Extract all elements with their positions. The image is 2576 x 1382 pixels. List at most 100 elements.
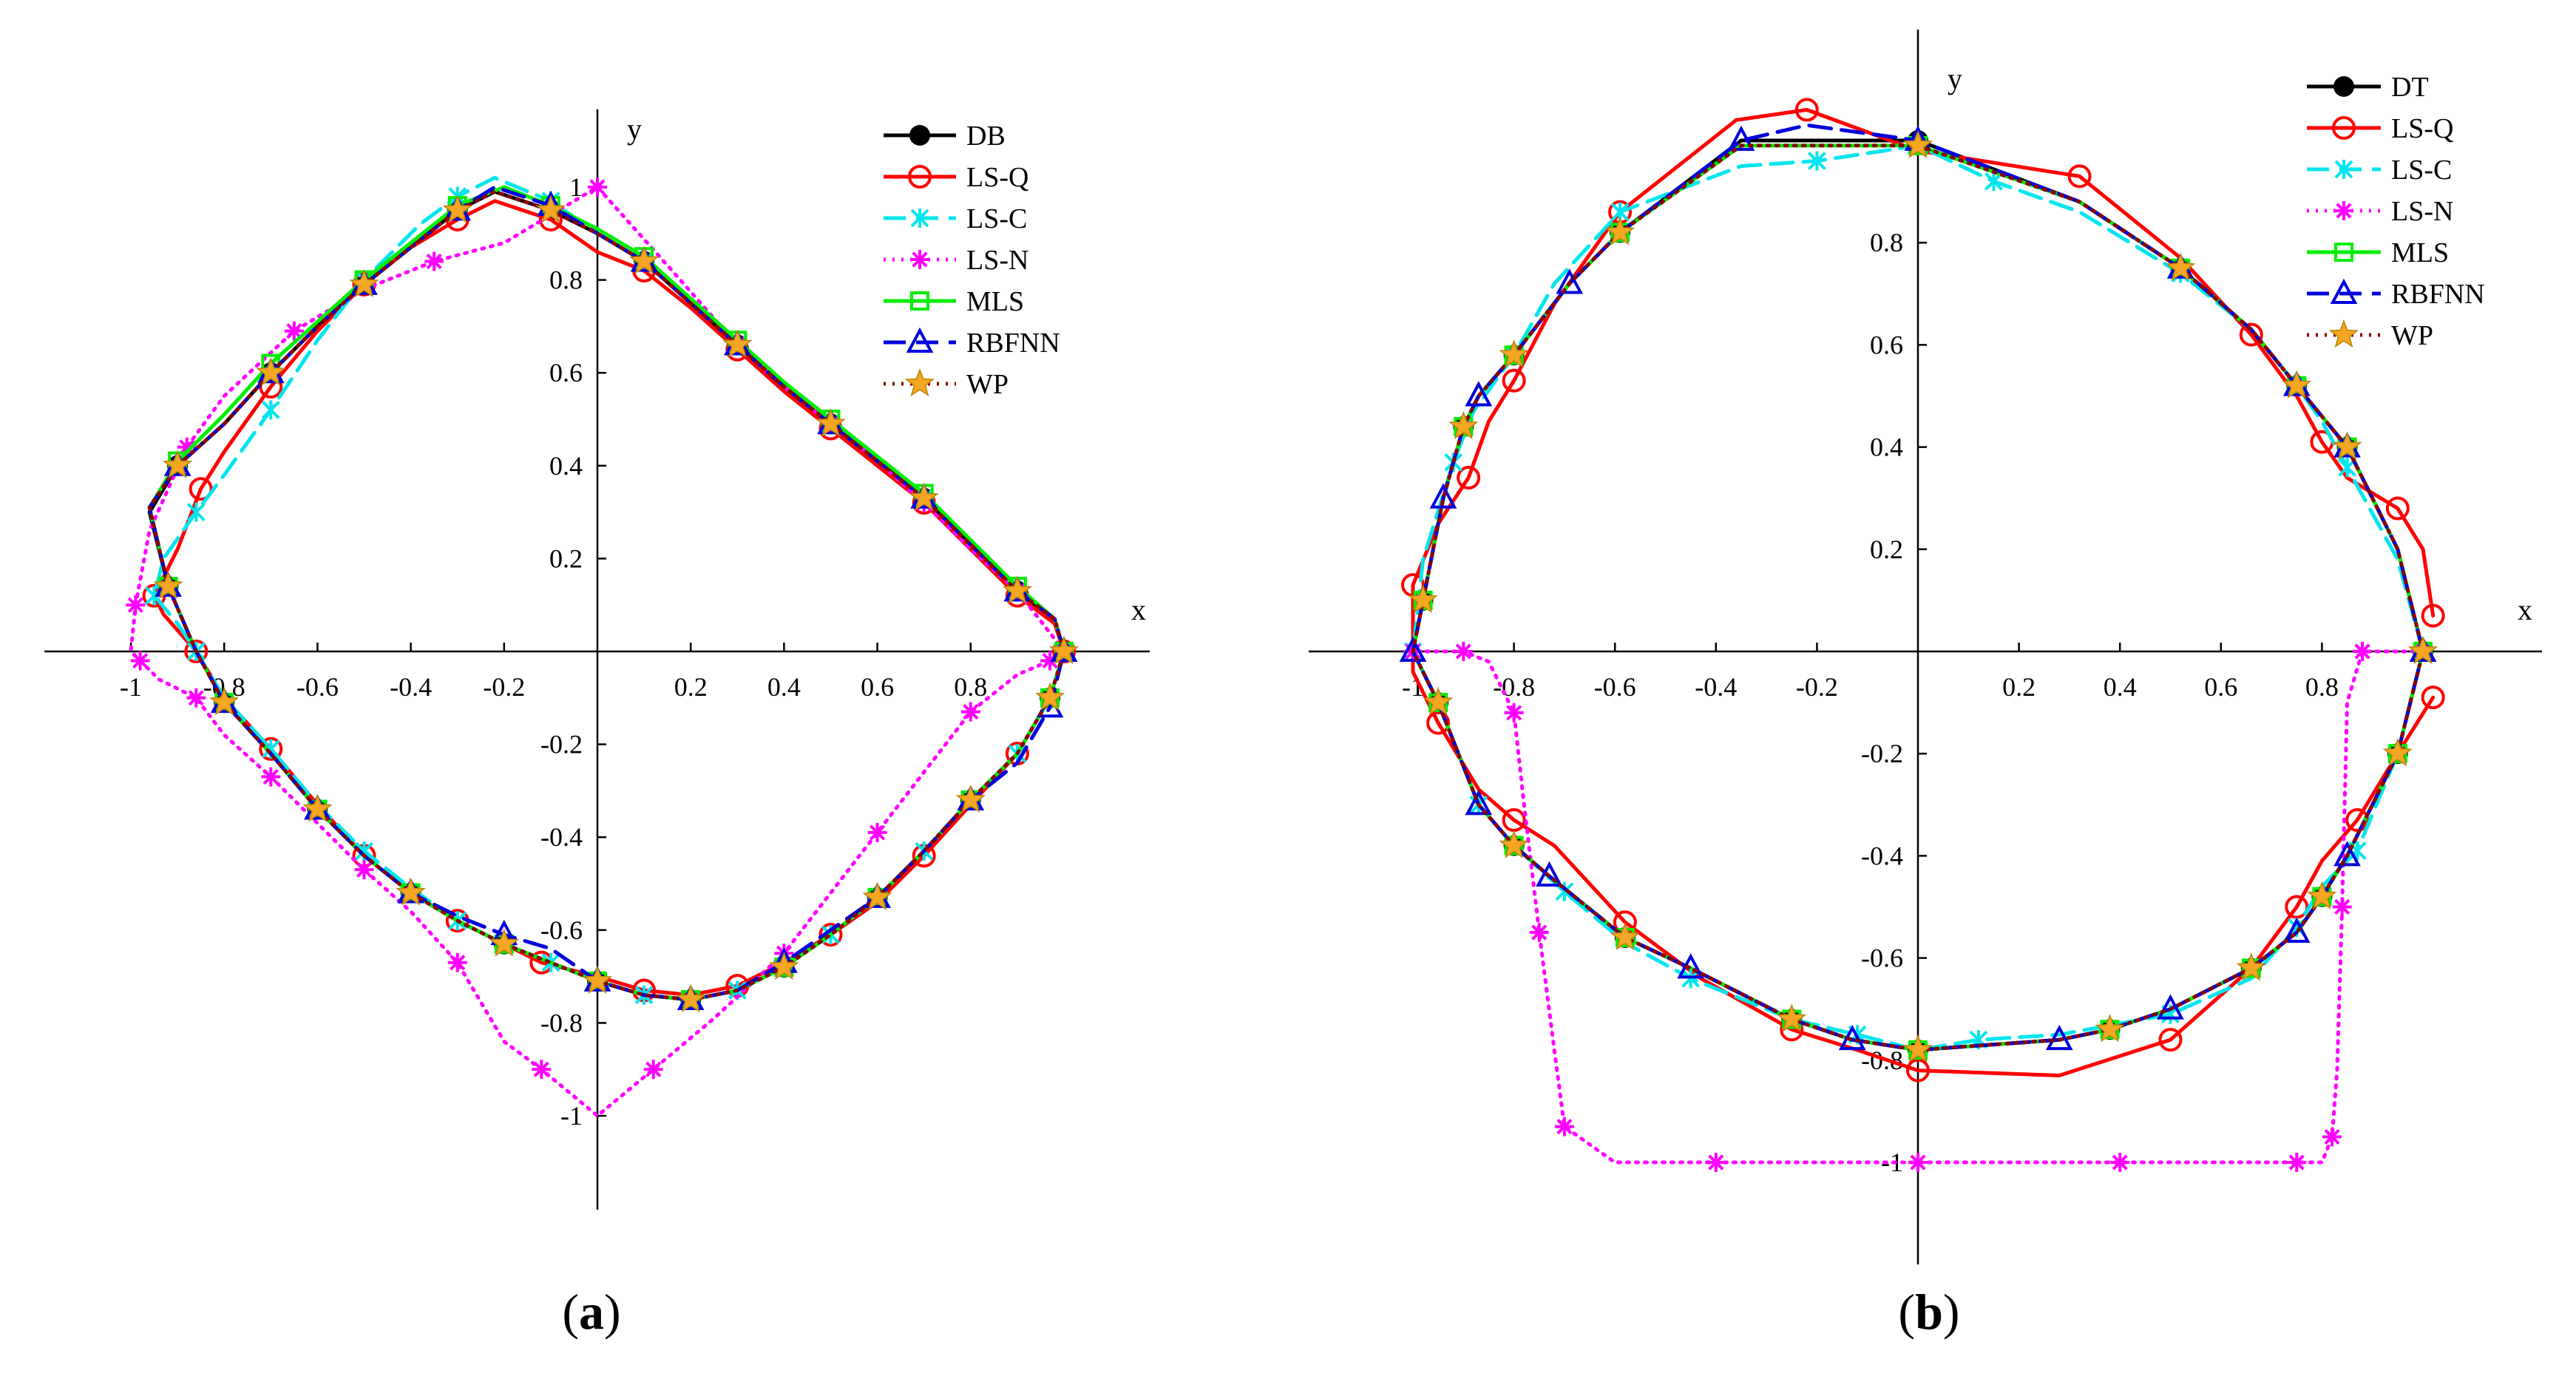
x-tick-label: -0.2 bbox=[483, 672, 525, 702]
x-tick-label: 0.6 bbox=[861, 672, 894, 702]
y-tick-label: 1 bbox=[569, 172, 583, 202]
legend: DT LS-Q LS-C LS-N MLS RBFNN WP bbox=[2307, 72, 2485, 351]
x-tick-label: 0.6 bbox=[2204, 672, 2237, 702]
data-point-ls-n bbox=[588, 177, 607, 197]
data-point-wp bbox=[1002, 575, 1033, 604]
data-point-wp bbox=[2095, 1014, 2125, 1043]
legend-item-mls: MLS bbox=[884, 286, 1024, 317]
legend-marker-dt bbox=[2333, 76, 2354, 97]
data-point-ls-q bbox=[189, 477, 213, 501]
data-point-wp bbox=[1499, 830, 1529, 858]
data-point-ls-n bbox=[354, 860, 374, 880]
data-point-ls-n bbox=[284, 321, 304, 341]
legend-marker-ls-c bbox=[2334, 160, 2353, 179]
data-point-ls-n bbox=[2287, 1153, 2307, 1172]
data-point-wp bbox=[535, 194, 566, 223]
data-point-wp bbox=[489, 928, 519, 957]
data-point-wp bbox=[256, 357, 286, 386]
data-point-wp bbox=[676, 983, 706, 1013]
data-point-wp bbox=[722, 329, 753, 358]
x-tick-label: -0.6 bbox=[296, 672, 339, 702]
data-point-rbfnn bbox=[1536, 861, 1563, 887]
legend-item-db: DB bbox=[884, 121, 1006, 152]
series-ls-q bbox=[1401, 98, 2445, 1083]
data-point-wp bbox=[349, 268, 379, 298]
data-point-ls-n bbox=[1529, 923, 1549, 943]
data-point-ls-q bbox=[2285, 895, 2309, 919]
legend-item-rbfnn: RBFNN bbox=[884, 327, 1060, 359]
legend-item-ls-n: LS-N bbox=[884, 245, 1028, 276]
data-point-ls-n bbox=[2353, 642, 2373, 661]
x-axis-label: x bbox=[1131, 593, 1146, 626]
data-point-ls-n bbox=[2332, 897, 2352, 917]
data-point-ls-n bbox=[1454, 642, 1474, 661]
data-point-wp bbox=[1408, 584, 1438, 614]
legend-marker-mls bbox=[910, 291, 929, 311]
data-point-ls-n bbox=[1554, 1117, 1574, 1137]
data-point-wp bbox=[955, 784, 986, 813]
chart-a-svg: -1 -0.8 -0.6 -0.4 -0.2 0.2 0.4 0.6 0.8 0.8 0.6 0.4 0… bbox=[44, 109, 1150, 1210]
legend-marker-rbfnn bbox=[2330, 278, 2358, 304]
x-tick-label: 0.4 bbox=[2104, 672, 2137, 702]
series-line-wp bbox=[147, 189, 1066, 1002]
y-axis-label: y bbox=[1948, 62, 1962, 95]
legend-label-ls-n: LS-N bbox=[966, 245, 1028, 276]
axes: -1 -0.8 -0.6 -0.4 -0.2 0.2 0.4 0.6 0.8 0.8 0.6 0.4 0… bbox=[44, 109, 1150, 1210]
legend-marker-mls bbox=[2334, 243, 2353, 262]
legend-label-wp: WP bbox=[966, 369, 1009, 400]
data-point-wp bbox=[1610, 921, 1640, 951]
y-tick-label: -0.4 bbox=[540, 822, 583, 852]
y-tick-label: 0.2 bbox=[549, 543, 583, 573]
data-point-ls-q bbox=[2421, 685, 2445, 710]
legend-label-wp: WP bbox=[2391, 320, 2433, 351]
data-point-rbfnn bbox=[2333, 841, 2361, 867]
data-point-ls-q bbox=[2385, 496, 2410, 521]
series-wp bbox=[1408, 129, 2438, 1063]
caption-a-label: a bbox=[579, 1284, 604, 1340]
legend-label-ls-q: LS-Q bbox=[966, 162, 1028, 193]
caption-a: (a) bbox=[562, 1284, 621, 1340]
legend-item-wp: WP bbox=[884, 367, 1009, 400]
data-point-rbfnn bbox=[1465, 790, 1493, 816]
data-point-ls-n bbox=[1706, 1153, 1726, 1172]
legend-label-mls: MLS bbox=[966, 286, 1024, 317]
data-point-wp bbox=[2236, 952, 2266, 981]
legend-marker-ls-n bbox=[910, 250, 929, 269]
legend-item-ls-c: LS-C bbox=[2307, 155, 2452, 186]
caption-b-label: b bbox=[1915, 1284, 1943, 1340]
y-tick-label: 0.6 bbox=[1870, 330, 1903, 359]
data-point-rbfnn bbox=[1429, 483, 1457, 509]
data-point-ls-q bbox=[2345, 808, 2370, 833]
x-tick-label: 0.8 bbox=[954, 672, 987, 702]
data-point-wp bbox=[1499, 339, 1529, 368]
y-tick-label: -0.2 bbox=[540, 730, 583, 759]
legend-item-ls-c: LS-C bbox=[884, 203, 1027, 234]
y-tick-label: 0.2 bbox=[1870, 535, 1903, 564]
legend-marker-wp bbox=[904, 367, 935, 397]
data-point-ls-q bbox=[184, 640, 209, 663]
data-point-wp bbox=[1902, 1034, 1933, 1063]
data-point-wp bbox=[1448, 410, 1479, 440]
data-point-ls-n bbox=[447, 952, 467, 972]
legend-item-ls-q: LS-Q bbox=[2307, 113, 2453, 144]
series-line-db bbox=[147, 189, 1066, 1002]
legend-item-rbfnn: RBFNN bbox=[2307, 278, 2485, 310]
data-point-ls-n bbox=[424, 251, 444, 271]
data-point-wp bbox=[2166, 252, 2196, 281]
y-tick-label: -0.6 bbox=[1861, 944, 1903, 973]
series-mls bbox=[1411, 135, 2433, 1060]
legend-label-dt: DT bbox=[2391, 72, 2429, 103]
data-point-ls-n bbox=[1908, 1153, 1928, 1172]
x-tick-label: 0.8 bbox=[2305, 672, 2339, 702]
data-point-ls-n bbox=[867, 822, 887, 842]
series-mls bbox=[147, 185, 1074, 1009]
data-point-rbfnn bbox=[2282, 917, 2311, 944]
y-tick-label: 0.4 bbox=[1870, 433, 1903, 462]
data-point-rbfnn bbox=[1399, 636, 1427, 662]
data-point-wp bbox=[1777, 1003, 1807, 1032]
chart-panel-b: -1 -0.8 -0.6 -0.4 -0.2 0.2 0.4 0.6 0.8 0.8 0.6 0.4 0… bbox=[1272, 0, 2576, 1382]
data-point-ls-c bbox=[1807, 151, 1826, 171]
y-tick-label: 0.4 bbox=[549, 451, 583, 481]
data-point-wp bbox=[1423, 686, 1454, 716]
legend-label-ls-n: LS-N bbox=[2391, 196, 2453, 227]
